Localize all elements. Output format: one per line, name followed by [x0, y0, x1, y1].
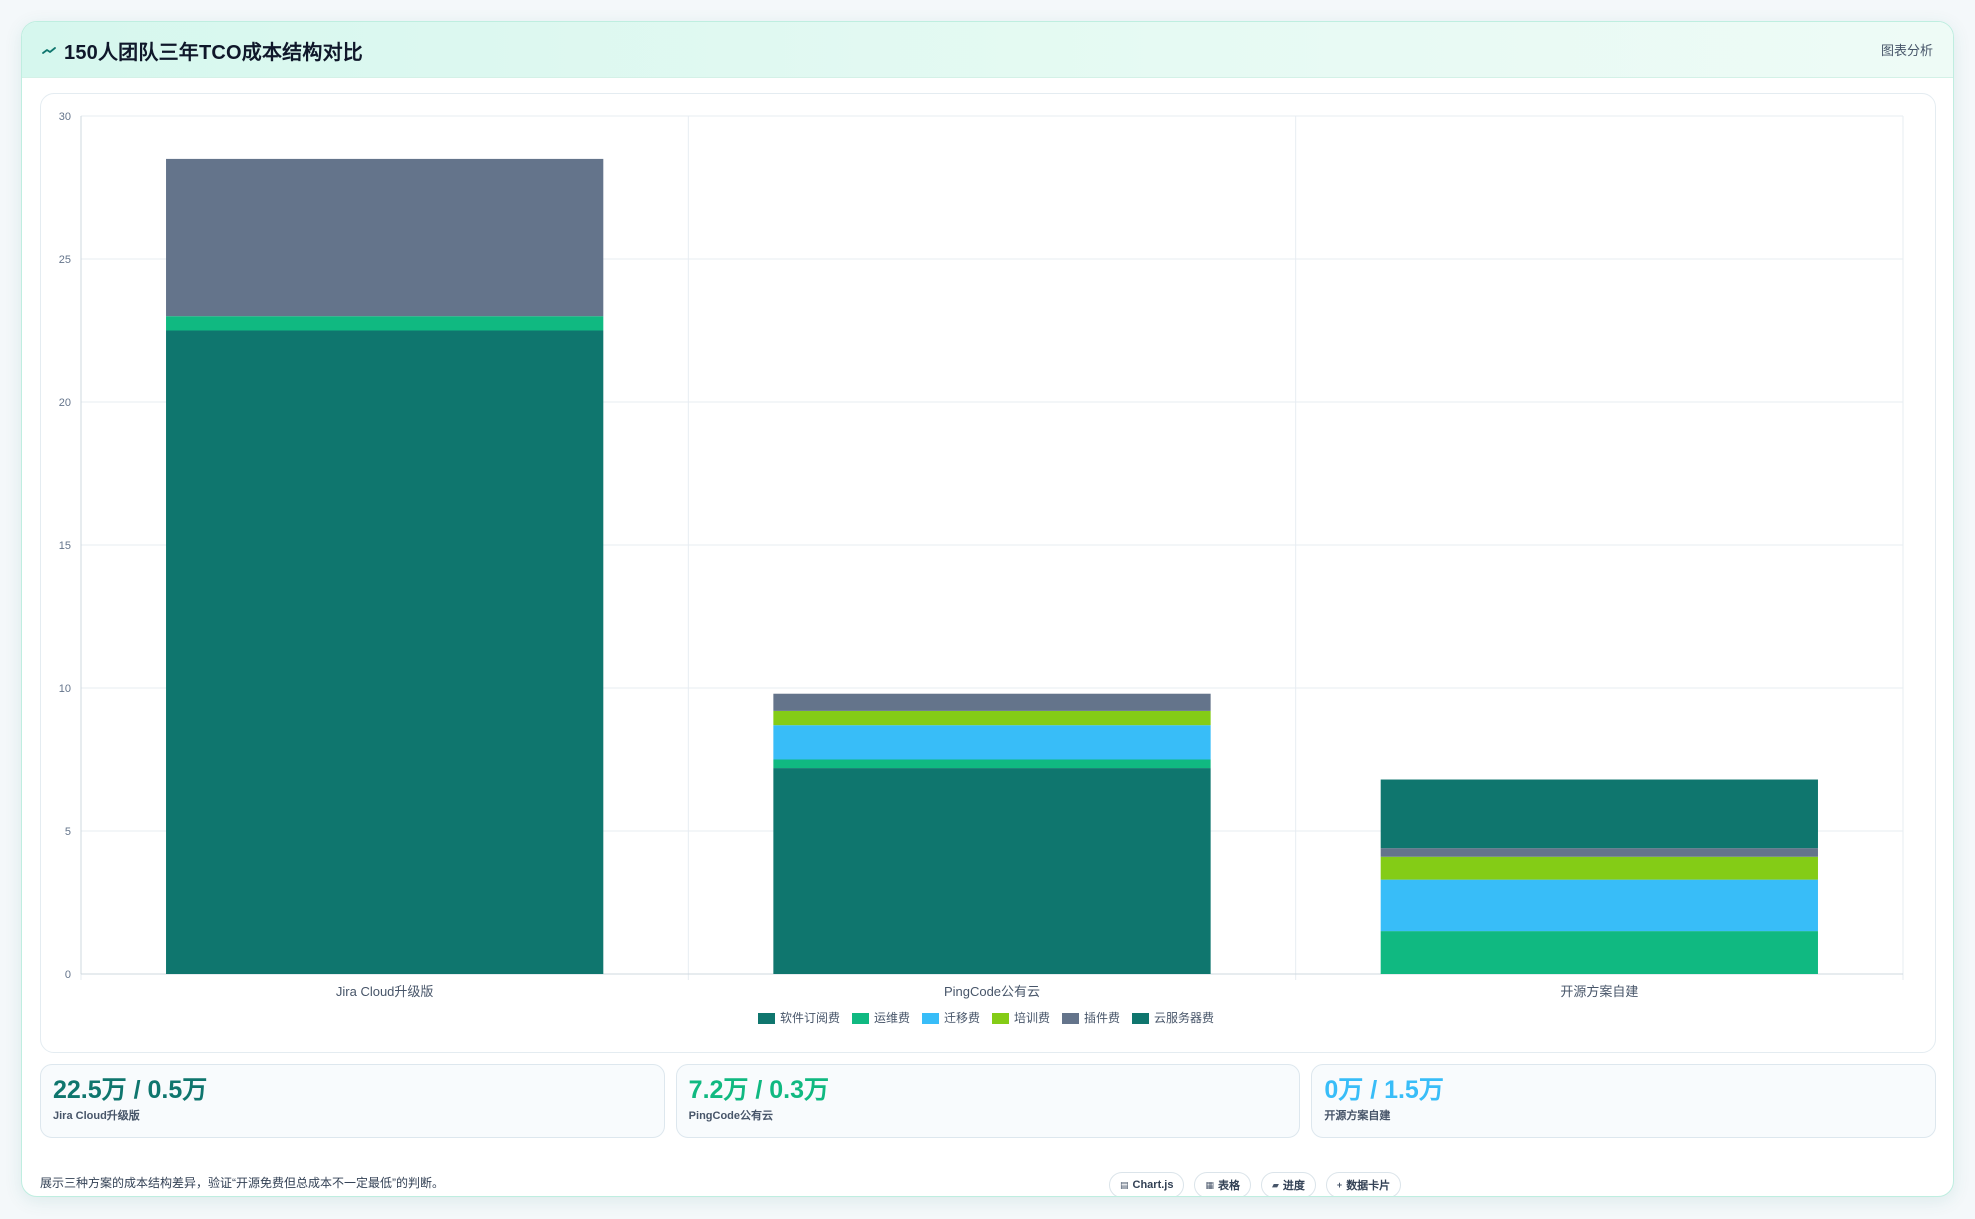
y-tick-label: 20: [59, 397, 71, 409]
legend-label: 云服务器费: [1154, 1010, 1214, 1025]
stat-label: Jira Cloud升级版: [53, 1110, 140, 1122]
stat-value: 7.2万 / 0.3万: [688, 1076, 830, 1104]
stacked-bar-chart: 0 5 10 15 20 25 30 Jira Cloud升级版 PingCode公有云 开源方案…: [59, 111, 1904, 1025]
trend-line-icon: [42, 46, 56, 54]
stat-label: PingCode公有云: [688, 1110, 774, 1122]
bar-segment: [1380, 779, 1818, 849]
chart-card: 150人团队三年TCO成本结构对比 图表分析 0 5 10 15 20 25 30 Jira …: [21, 21, 1954, 1197]
y-tick-label: 15: [59, 540, 71, 552]
x-tick-label: Jira Cloud升级版: [336, 984, 434, 999]
chip-chartjs[interactable]: ▤ Chart.js: [1109, 1172, 1185, 1196]
legend-swatch: [852, 1013, 869, 1024]
stats-row: 22.5万 / 0.5万 Jira Cloud升级版 7.2万 / 0.3万 P…: [40, 1064, 1937, 1138]
legend-label: 软件订阅费: [780, 1011, 840, 1025]
table-icon: ▦: [1205, 1179, 1214, 1190]
bar-segment: [1380, 931, 1818, 974]
chip-label: 表格: [1218, 1180, 1240, 1192]
chip-table[interactable]: ▦ 表格: [1194, 1172, 1251, 1196]
legend-label: 培训费: [1014, 1010, 1050, 1025]
bar-segment: [166, 330, 604, 974]
legend-label: 迁移费: [944, 1011, 980, 1025]
x-tick-label: PingCode公有云: [944, 984, 1040, 999]
bar-segment: [1380, 879, 1818, 932]
page-title: 150人团队三年TCO成本结构对比: [64, 42, 363, 64]
stat-value: 0万 / 1.5万: [1324, 1076, 1444, 1104]
chip-progress[interactable]: ▰ 进度: [1261, 1172, 1316, 1196]
chip-label: 数据卡片: [1346, 1180, 1391, 1192]
bar-segment: [1380, 856, 1818, 880]
bar-segment: [1380, 848, 1818, 857]
legend-swatch: [992, 1013, 1009, 1024]
y-tick-label: 5: [65, 826, 71, 838]
chart-panel: 0 5 10 15 20 25 30 Jira Cloud升级版 PingCode公有云 开源方案…: [40, 93, 1936, 1053]
bar-segment: [773, 768, 1211, 974]
bar-segment: [773, 710, 1211, 726]
legend-label: 插件费: [1084, 1011, 1120, 1025]
bar-segment: [773, 693, 1211, 711]
chip-data-card[interactable]: + 数据卡片: [1325, 1172, 1402, 1196]
stat-card-opensource: 0万 / 1.5万 开源方案自建: [1311, 1064, 1937, 1138]
bar-segment: [773, 759, 1211, 769]
legend-label: 运维费: [874, 1011, 910, 1025]
bar-segment: [773, 725, 1211, 760]
footer-note: 展示三种方案的成本结构差异，验证“开源免费但总成本不一定最低”的判断。: [40, 1176, 444, 1190]
legend-swatch: [1062, 1013, 1079, 1024]
card-header: 150人团队三年TCO成本结构对比 图表分析: [22, 22, 1953, 78]
stat-label: 开源方案自建: [1324, 1110, 1391, 1122]
y-tick-label: 30: [59, 111, 71, 123]
x-tick-label: 开源方案自建: [1560, 984, 1638, 999]
y-tick-label: 0: [65, 969, 71, 981]
chart-analysis-button[interactable]: 图表分析: [1880, 43, 1933, 58]
feature-chips: ▤ Chart.js ▦ 表格 ▰ 进度 + 数据卡片: [1109, 1172, 1402, 1196]
title-wrap: 150人团队三年TCO成本结构对比: [42, 36, 363, 65]
legend-swatch: [758, 1013, 775, 1024]
y-tick-label: 25: [59, 254, 71, 266]
stat-card-pingcode: 7.2万 / 0.3万 PingCode公有云: [675, 1064, 1301, 1138]
legend-swatch: [922, 1013, 939, 1024]
legend-swatch: [1132, 1013, 1149, 1024]
stat-value: 22.5万 / 0.5万: [53, 1076, 208, 1104]
y-tick-label: 10: [59, 683, 71, 695]
plus-icon: +: [1336, 1180, 1343, 1190]
chip-label: 进度: [1282, 1180, 1305, 1192]
progress-icon: ▰: [1272, 1179, 1279, 1190]
bar-segment: [166, 316, 604, 331]
chart-icon: ▤: [1120, 1179, 1129, 1190]
chip-label: Chart.js: [1132, 1179, 1174, 1191]
bar-segment: [166, 158, 604, 317]
stat-card-jira: 22.5万 / 0.5万 Jira Cloud升级版: [40, 1064, 665, 1138]
